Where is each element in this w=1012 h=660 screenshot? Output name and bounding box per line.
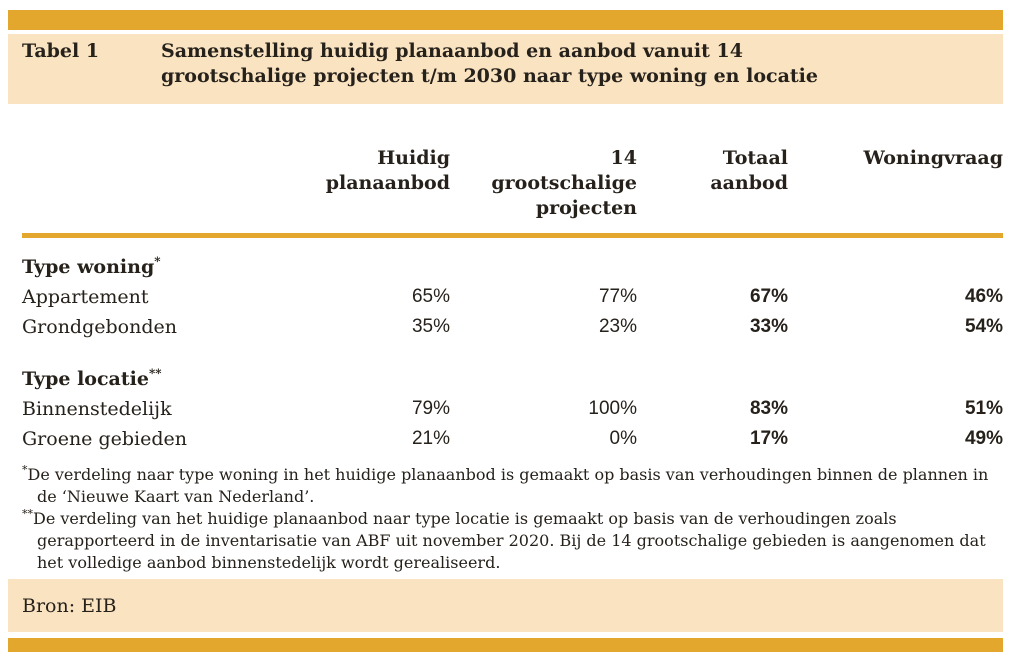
footnote-marker: * — [154, 254, 161, 269]
source-text: Bron: EIB — [22, 594, 117, 617]
bottom-accent-bar — [8, 638, 1003, 652]
cell-appartement-14-projecten: 77% — [598, 286, 637, 307]
cell-grondgebonden-14-projecten: 23% — [598, 316, 637, 337]
section-header-text: Type woning — [22, 256, 155, 278]
footnote-1: *De verdeling naar type woning in het hu… — [22, 464, 990, 508]
column-header-row: Huidig planaanbod 14 grootschalige proje… — [22, 146, 1003, 221]
footnote-text: De verdeling naar type woning in het hui… — [27, 465, 989, 506]
row-label-grondgebonden: Grondgebonden — [22, 316, 177, 338]
cell-appartement-huidig-planaanbod: 65% — [411, 286, 450, 307]
row-label-appartement: Appartement — [22, 286, 149, 308]
footnote-marker: ** — [148, 366, 162, 381]
section-header-row-type-locatie: Type locatie** — [22, 364, 1003, 394]
empty-cell — [637, 364, 788, 394]
empty-cell — [450, 252, 637, 282]
empty-cell — [282, 252, 450, 282]
source-band: Bron: EIB — [8, 579, 1003, 632]
column-header-woningvraag: Woningvraag — [788, 146, 1003, 221]
header-divider-rule — [22, 233, 1003, 238]
empty-cell — [450, 364, 637, 394]
top-accent-bar — [8, 10, 1003, 30]
cell-binnenstedelijk-14-projecten: 100% — [588, 398, 637, 419]
section-header-text: Type locatie — [22, 368, 149, 390]
row-label-binnenstedelijk: Binnenstedelijk — [22, 398, 172, 420]
empty-cell — [788, 364, 1003, 394]
table-body: Type woning* Appartement 65% 77% 67% 46%… — [22, 252, 1003, 454]
footnote-2: **De verdeling van het huidige planaanbo… — [22, 508, 990, 574]
table-row-groene-gebieden: Groene gebieden 21% 0% 17% 49% — [22, 424, 1003, 454]
column-header-huidig-planaanbod: Huidig planaanbod — [282, 146, 450, 221]
cell-groene-gebieden-14-projecten: 0% — [609, 428, 637, 449]
table-number-label: Tabel 1 — [22, 40, 100, 62]
cell-grondgebonden-totaal-aanbod: 33% — [749, 316, 788, 337]
column-header-14-grootschalige-projecten: 14 grootschalige projecten — [450, 146, 637, 221]
table-row-grondgebonden: Grondgebonden 35% 23% 33% 54% — [22, 312, 1003, 342]
column-header-label: 14 grootschalige projecten — [491, 147, 637, 219]
section-header-row-type-woning: Type woning* — [22, 252, 1003, 282]
cell-appartement-woningvraag: 46% — [964, 286, 1003, 307]
cell-groene-gebieden-woningvraag: 49% — [964, 428, 1003, 449]
table-caption-band: Tabel 1 Samenstelling huidig planaanbod … — [8, 34, 1003, 104]
empty-cell — [637, 252, 788, 282]
column-header-empty — [22, 146, 282, 221]
cell-groene-gebieden-totaal-aanbod: 17% — [749, 428, 788, 449]
cell-grondgebonden-huidig-planaanbod: 35% — [411, 316, 450, 337]
table-row-appartement: Appartement 65% 77% 67% 46% — [22, 282, 1003, 312]
empty-cell — [788, 252, 1003, 282]
table-row-binnenstedelijk: Binnenstedelijk 79% 100% 83% 51% — [22, 394, 1003, 424]
row-label-groene-gebieden: Groene gebieden — [22, 428, 187, 450]
footnotes-block: *De verdeling naar type woning in het hu… — [22, 464, 990, 574]
column-header-totaal-aanbod: Totaal aanbod — [637, 146, 788, 221]
cell-binnenstedelijk-woningvraag: 51% — [964, 398, 1003, 419]
column-header-label: Totaal aanbod — [710, 147, 788, 194]
footnote-text: De verdeling van het huidige planaanbod … — [33, 509, 986, 572]
column-header-label: Huidig planaanbod — [325, 147, 450, 194]
column-header-label: Woningvraag — [863, 147, 1003, 169]
table-title: Samenstelling huidig planaanbod en aanbo… — [161, 40, 818, 87]
cell-binnenstedelijk-totaal-aanbod: 83% — [749, 398, 788, 419]
footnote-marker: ** — [22, 507, 33, 521]
empty-cell — [282, 364, 450, 394]
cell-groene-gebieden-huidig-planaanbod: 21% — [411, 428, 450, 449]
footnote-marker: * — [22, 463, 28, 477]
cell-grondgebonden-woningvraag: 54% — [964, 316, 1003, 337]
cell-appartement-totaal-aanbod: 67% — [749, 286, 788, 307]
section-header-type-locatie: Type locatie** — [22, 364, 282, 394]
cell-binnenstedelijk-huidig-planaanbod: 79% — [411, 398, 450, 419]
section-header-type-woning: Type woning* — [22, 252, 282, 282]
